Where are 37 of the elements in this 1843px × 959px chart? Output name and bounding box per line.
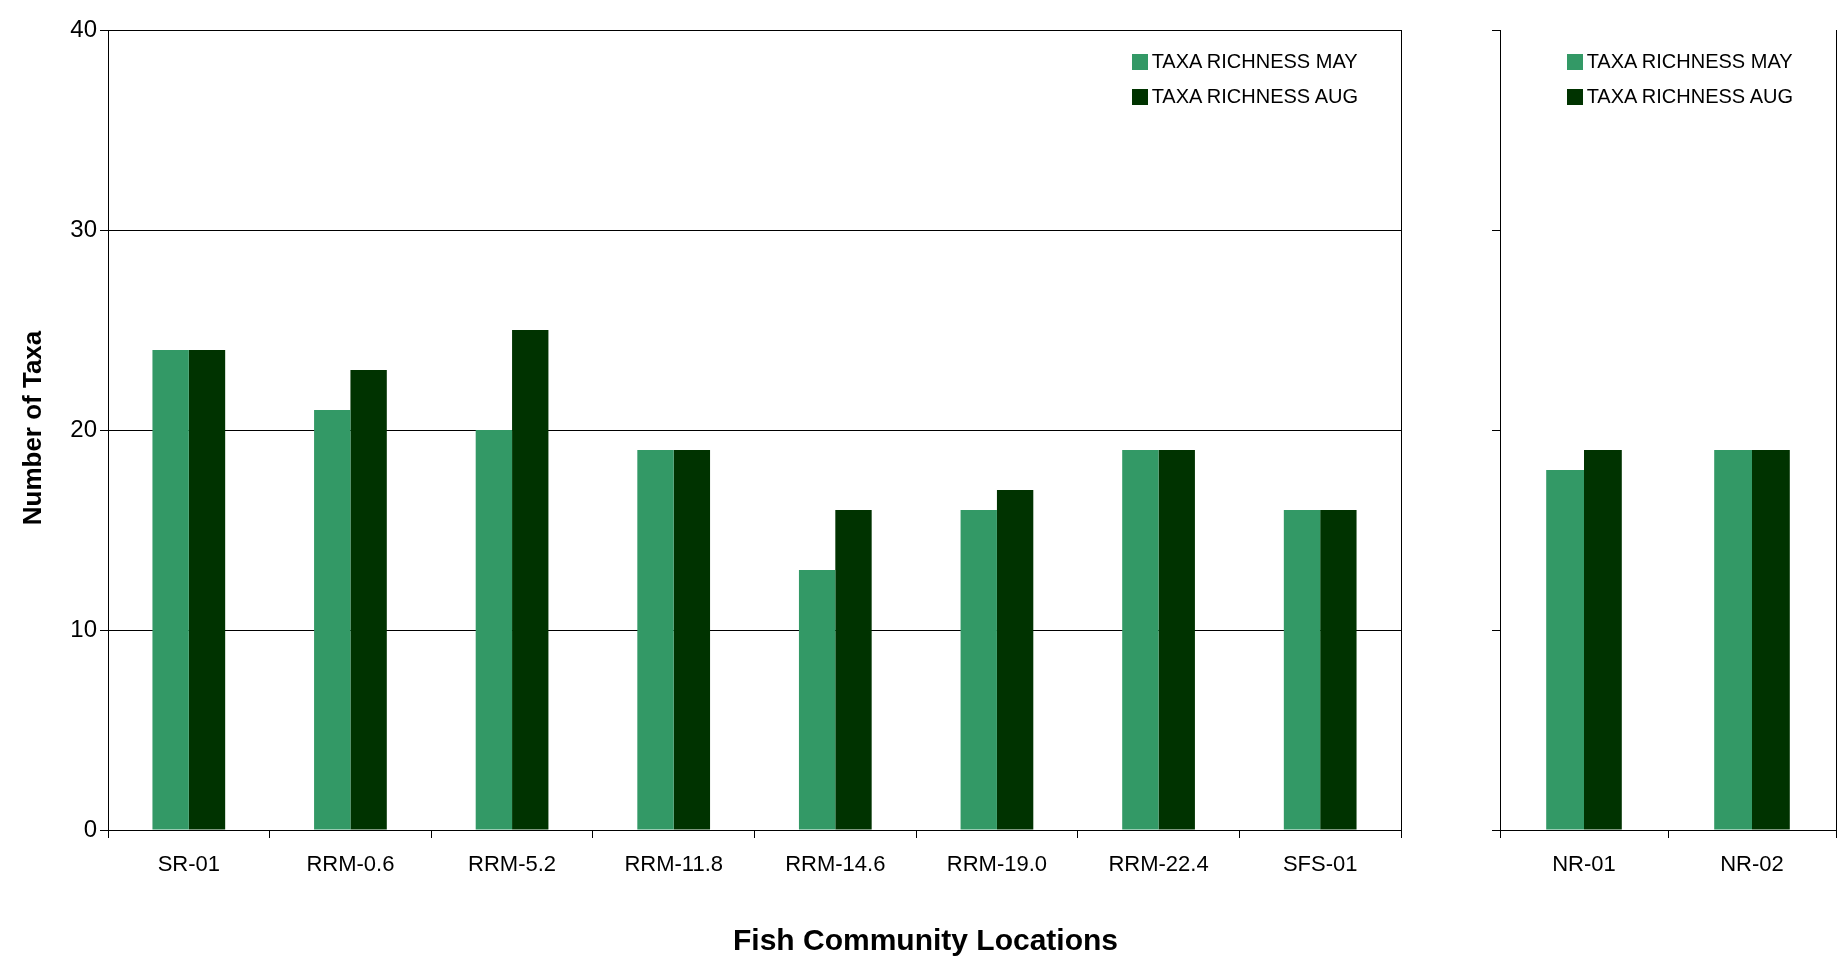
bar bbox=[637, 450, 674, 830]
legend-label: TAXA RICHNESS AUG bbox=[1586, 85, 1793, 108]
bar bbox=[996, 490, 1034, 830]
x-tick-label: SFS-01 bbox=[1282, 851, 1358, 877]
bar bbox=[152, 350, 189, 830]
y-tick-label: 10 bbox=[70, 614, 97, 642]
x-tick-label: RRM-14.6 bbox=[785, 851, 886, 877]
x-tick-label: RRM-11.8 bbox=[624, 851, 723, 877]
bar bbox=[350, 370, 387, 830]
bar bbox=[798, 570, 836, 830]
bar bbox=[673, 450, 711, 830]
x-tick-label: RRM-19.0 bbox=[946, 851, 1048, 877]
legend-label: TAXA RICHNESS MAY bbox=[1586, 50, 1793, 73]
bar bbox=[314, 410, 351, 830]
bar bbox=[512, 330, 549, 830]
x-tick-label: NR-02 bbox=[1720, 851, 1784, 877]
bar bbox=[1122, 450, 1159, 830]
x-tick-label: RRM-0.6 bbox=[306, 851, 395, 877]
x-tick-label: RRM-5.2 bbox=[468, 851, 557, 877]
legend-label: TAXA RICHNESS AUG bbox=[1151, 85, 1358, 108]
x-axis-title: Fish Community Locations bbox=[732, 923, 1119, 957]
bar bbox=[1320, 510, 1357, 830]
x-tick-label: SR-01 bbox=[157, 851, 220, 877]
bar bbox=[1283, 510, 1321, 830]
y-tick-label: 40 bbox=[70, 14, 97, 42]
bar bbox=[960, 510, 997, 830]
y-axis-title: Number of Taxa bbox=[16, 330, 48, 526]
bar bbox=[835, 510, 872, 830]
bar bbox=[1158, 450, 1195, 830]
x-tick-label: NR-01 bbox=[1552, 851, 1616, 877]
y-tick-label: 20 bbox=[70, 414, 97, 442]
bar bbox=[188, 350, 226, 830]
y-tick-label: 30 bbox=[70, 214, 97, 242]
legend-label: TAXA RICHNESS MAY bbox=[1151, 50, 1358, 73]
x-tick-label: RRM-22.4 bbox=[1108, 851, 1209, 877]
bar bbox=[475, 430, 513, 830]
y-tick-label: 0 bbox=[83, 814, 97, 842]
